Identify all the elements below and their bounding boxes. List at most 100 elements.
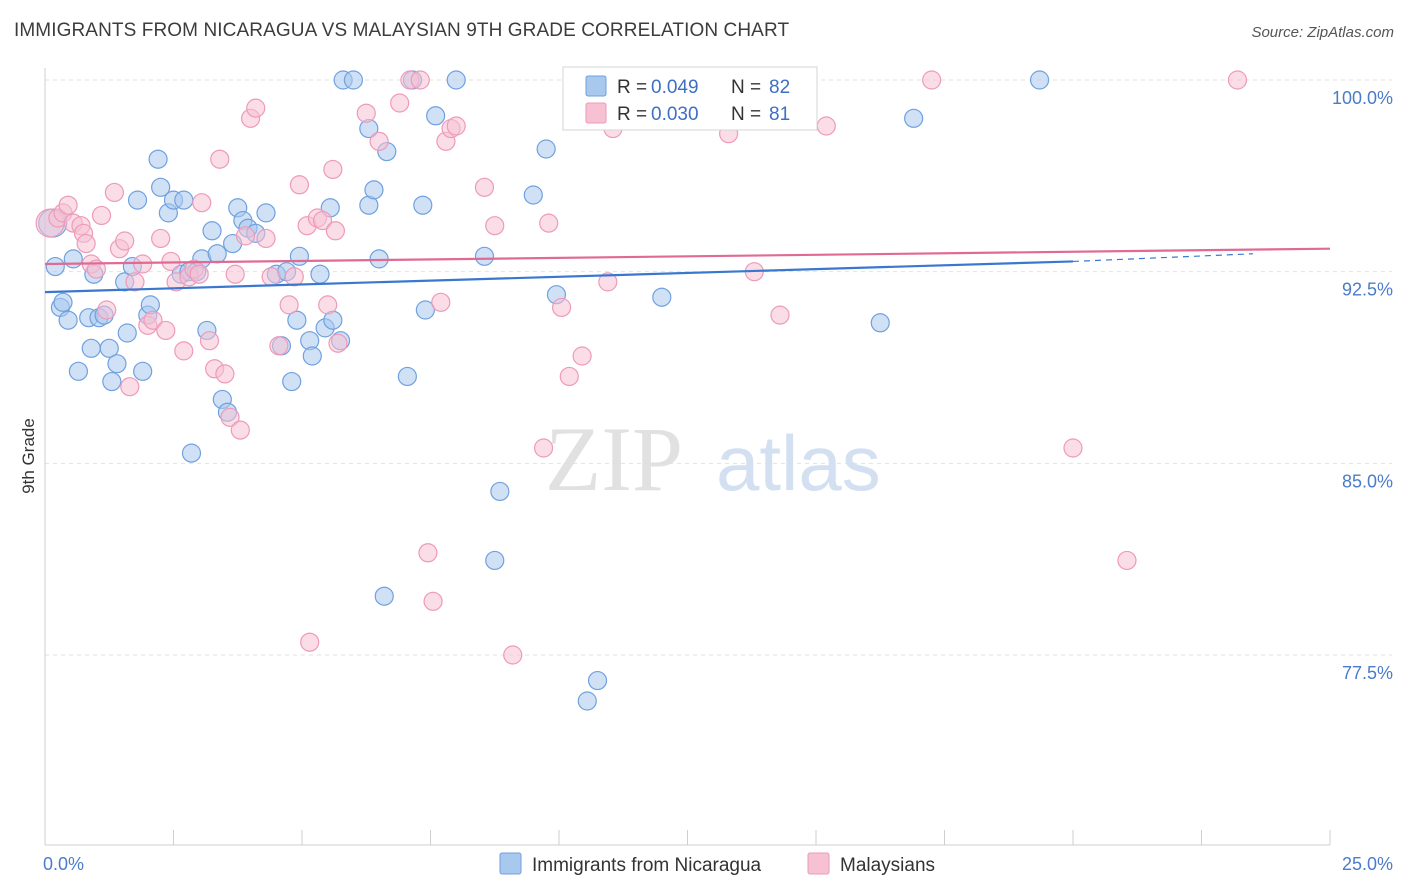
point-malaysians-9	[86, 259, 107, 279]
point-nicaragua-79	[904, 108, 924, 128]
y-tick-label-2: 85.0%	[1342, 471, 1393, 491]
series-legend-label-malaysians: Malaysians	[840, 855, 935, 876]
point-malaysians-48	[312, 210, 333, 231]
point-malaysians-81	[1117, 550, 1137, 571]
point-nicaragua-47	[287, 310, 307, 330]
point-malaysians-11	[97, 300, 117, 320]
point-nicaragua-46	[282, 371, 302, 392]
point-nicaragua-13	[102, 371, 122, 392]
point-malaysians-3	[58, 195, 78, 215]
point-malaysians-70	[559, 366, 579, 387]
point-malaysians-33	[220, 407, 240, 427]
point-malaysians-51	[325, 221, 346, 241]
point-malaysians-78	[816, 116, 836, 136]
point-nicaragua-4	[58, 310, 78, 330]
point-malaysians-41	[269, 336, 289, 356]
chart-source: Source: ZipAtlas.com	[1251, 24, 1394, 41]
point-malaysians-65	[485, 216, 505, 236]
point-nicaragua-34	[207, 244, 227, 264]
watermark-zip: ZIP	[545, 408, 683, 510]
point-malaysians-44	[289, 175, 310, 195]
point-malaysians-28	[192, 193, 212, 213]
point-malaysians-50	[323, 159, 343, 180]
point-malaysians-57	[410, 70, 430, 90]
point-nicaragua-8	[81, 338, 101, 358]
legend-n-label-0: N =	[731, 77, 761, 98]
point-malaysians-52	[328, 333, 348, 353]
point-nicaragua-22	[148, 149, 168, 169]
point-nicaragua-66	[415, 300, 435, 320]
point-nicaragua-78	[870, 313, 890, 333]
watermark-atlas: atlas	[716, 419, 881, 507]
point-nicaragua-6	[68, 361, 89, 381]
point-nicaragua-76	[587, 670, 608, 691]
point-nicaragua-68	[446, 70, 466, 90]
point-malaysians-19	[143, 310, 163, 330]
point-nicaragua-3	[53, 292, 73, 312]
point-malaysians-40	[261, 267, 281, 287]
point-nicaragua-14	[107, 354, 127, 374]
point-nicaragua-33	[202, 221, 222, 241]
point-malaysians-53	[356, 103, 376, 123]
stats-legend: R = 0.049 N = 82 R = 0.030 N = 81	[562, 66, 818, 131]
point-malaysians-12	[104, 182, 124, 203]
point-malaysians-24	[174, 341, 194, 361]
trend-lines	[44, 247, 1331, 294]
point-nicaragua-75	[577, 691, 597, 711]
point-malaysians-55	[390, 93, 410, 113]
point-nicaragua-71	[490, 481, 510, 502]
point-malaysians-63	[446, 116, 466, 136]
point-nicaragua-12	[99, 338, 119, 358]
y-axis-label: 9th Grade	[19, 418, 38, 494]
point-malaysians-54	[369, 131, 389, 151]
chart-title: IMMIGRANTS FROM NICARAGUA VS MALAYSIAN 9…	[14, 20, 790, 41]
point-malaysians-43	[284, 267, 304, 287]
point-nicaragua-19	[133, 361, 153, 381]
y-tick-labels: 100.0% 92.5% 85.0% 77.5%	[1332, 88, 1393, 683]
point-malaysians-58	[418, 543, 438, 563]
point-malaysians-38	[246, 98, 266, 118]
point-malaysians-27	[189, 264, 209, 284]
point-malaysians-64	[474, 177, 495, 197]
point-nicaragua-23	[151, 177, 171, 197]
point-malaysians-71	[572, 346, 592, 366]
point-malaysians-16	[125, 272, 145, 292]
point-nicaragua-67	[426, 106, 446, 126]
point-nicaragua-63	[397, 366, 417, 387]
point-malaysians-67	[533, 438, 554, 458]
legend-r-value-1: 0.030	[651, 104, 699, 125]
point-nicaragua-48	[289, 246, 310, 266]
point-malaysians-79	[922, 70, 942, 90]
point-nicaragua-50	[302, 346, 322, 366]
point-nicaragua-72	[523, 185, 543, 205]
point-nicaragua-16	[117, 323, 137, 343]
point-malaysians-32	[215, 364, 235, 384]
point-malaysians-21	[156, 320, 176, 341]
point-malaysians-31	[210, 149, 230, 169]
point-nicaragua-57	[343, 70, 363, 90]
legend-r-label-1: R =	[617, 104, 647, 125]
point-malaysians-59	[423, 591, 443, 611]
series-legend-swatch-nicaragua	[499, 852, 522, 875]
legend-n-value-1: 81	[769, 104, 790, 125]
y-tick-label-0: 100.0%	[1332, 88, 1393, 108]
point-malaysians-69	[551, 297, 572, 318]
scatter-points	[35, 70, 1248, 711]
point-nicaragua-80	[1029, 70, 1050, 90]
point-nicaragua-1	[45, 256, 65, 277]
point-malaysians-20	[151, 228, 171, 249]
legend-n-value-0: 82	[769, 77, 790, 98]
y-tick-label-1: 92.5%	[1342, 280, 1393, 300]
point-nicaragua-61	[374, 586, 394, 606]
point-malaysians-68	[539, 213, 559, 233]
trend-line-malaysians	[44, 247, 1331, 266]
series-legend-label-nicaragua: Immigrants from Nicaragua	[532, 855, 762, 876]
series-legend: Immigrants from Nicaragua Malaysians	[499, 852, 935, 876]
point-malaysians-35	[230, 420, 250, 440]
point-malaysians-66	[503, 645, 523, 665]
point-malaysians-72	[598, 272, 618, 292]
point-malaysians-14	[115, 231, 135, 251]
legend-swatch-nicaragua	[585, 75, 607, 97]
point-nicaragua-69	[474, 246, 495, 266]
